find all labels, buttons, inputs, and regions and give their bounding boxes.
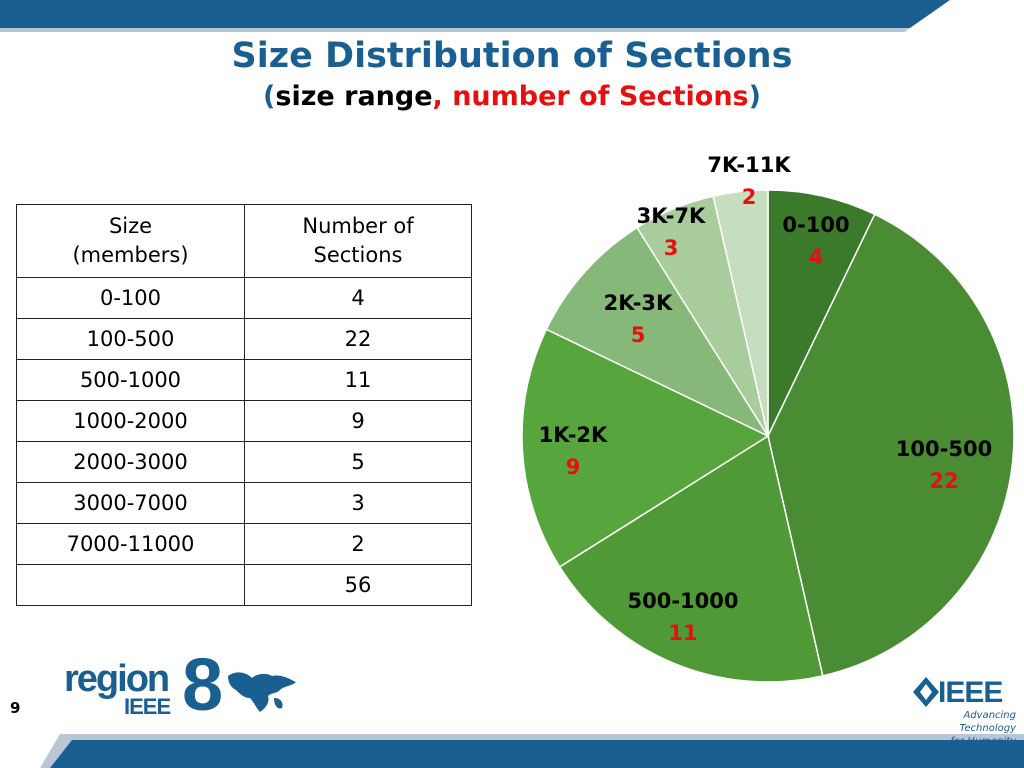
header-size-line2: (members) [72,243,189,267]
table-cell-size: 1000-2000 [16,400,245,442]
pie-label-value: 2 [742,185,757,209]
header-count-line2: Sections [313,243,403,267]
table-header-row: Size (members) Number of Sections [16,204,472,278]
pie-label-value: 3 [664,236,679,260]
table-cell-count: 11 [244,359,472,401]
pie-slice-2K-3K [545,226,771,438]
pie-slice-0-100 [767,189,876,437]
pie-label-name: 1K-2K [539,423,608,447]
table-cell-size: 7000-11000 [16,523,245,565]
pie-label-value: 9 [566,455,581,479]
table-row: 2000-3000 5 [16,441,472,483]
slide-title: Size Distribution of Sections [231,36,793,76]
subtitle-size-range: size range [275,81,433,112]
pie-label-name: 500-1000 [628,589,739,613]
size-table: Size (members) Number of Sections 0-100 4 1… [16,204,472,606]
ieee-diamond-icon [913,677,939,707]
pie-label-name: 100-500 [896,437,992,461]
table-row: 100-500 22 [16,318,472,360]
region-logo-number: 8 [182,643,224,726]
table-cell-count: 22 [244,318,472,360]
region-logo-word: region [64,658,170,700]
table-row: 500-1000 11 [16,359,472,401]
pie-slice-1K-2K [521,328,770,568]
table-row: 3000-7000 3 [16,482,472,524]
pie-slice-500-1000 [558,434,824,683]
bottom-banner [40,734,1024,768]
pie-label-name: 0-100 [782,213,849,237]
pie-slice-7K-11K [712,189,769,437]
header-size-line1: Size [108,214,153,238]
table-header-size: Size (members) [16,204,245,278]
table-cell-count: 2 [244,523,472,565]
ieee-logo-word: IEEE [938,676,1003,709]
pie-label-name: 7K-11K [707,153,791,177]
ieee-tagline-line2: for Humanity [950,736,1016,747]
table-total-row: 56 [16,564,472,606]
pie-label-value: 22 [929,469,958,493]
table-cell-size: 0-100 [16,277,245,319]
subtitle-close-paren: ) [748,81,761,112]
table-row: 7000-11000 2 [16,523,472,565]
subtitle-open-paren: ( [263,81,276,112]
pie-label-name: 2K-3K [604,291,673,315]
page-number: 9 [10,699,21,717]
pie-label-value: 4 [809,245,824,269]
pie-slice-100-500 [767,213,1015,677]
table-cell-size: 3000-7000 [16,482,245,524]
table-header-count: Number of Sections [244,204,472,278]
title-block: Size Distribution of Sections (size rang… [0,36,1024,114]
subtitle-number-sections: number of Sections [442,81,749,112]
pie-label-value: 11 [668,621,697,645]
ieee-tagline: Advancing Technology for Humanity [904,709,1016,748]
header-count-line1: Number of [302,214,414,238]
table-cell-count: 3 [244,482,472,524]
table-cell-count: 5 [244,441,472,483]
ieee-tagline-line1: Advancing Technology [959,710,1016,734]
slide-subtitle: (size range, number of Sections) [0,80,1024,114]
pie-label-value: 5 [631,323,646,347]
table-total-count: 56 [244,564,472,606]
table-total-size [16,564,245,606]
table-cell-size: 500-1000 [16,359,245,401]
top-banner [0,0,950,32]
subtitle-comma: , [432,81,443,112]
pie-label-name: 3K-7K [637,204,706,228]
region-logo-ieee: IEEE [124,694,171,719]
globe-map-icon [228,672,296,712]
